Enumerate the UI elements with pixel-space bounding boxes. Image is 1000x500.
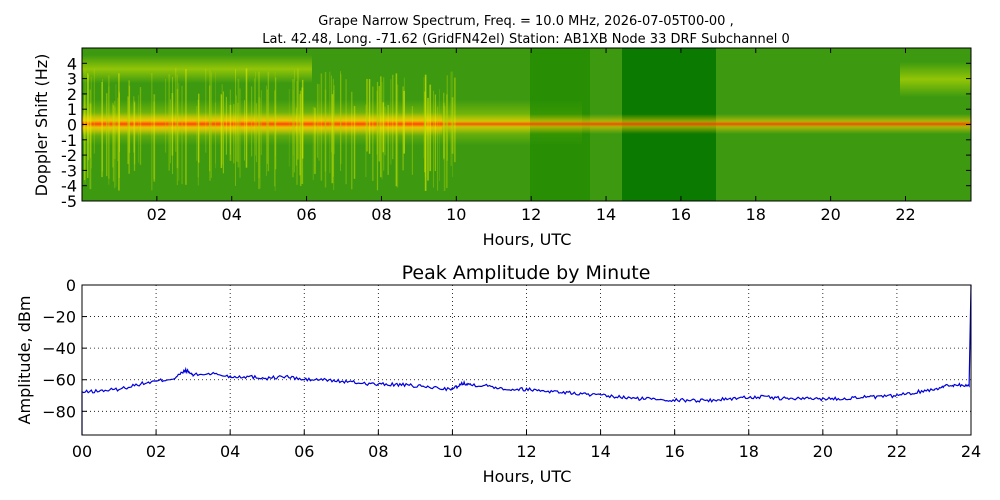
spectrogram-x-ticks: 02 04 06 08 10 12 14 16 18 20 22 xyxy=(147,48,916,224)
y-tick-label: 1 xyxy=(67,100,77,119)
amplitude-x-ticks: 00 02 04 06 08 10 12 14 16 18 20 22 24 xyxy=(72,430,981,461)
y-tick-label: −40 xyxy=(42,339,76,358)
amplitude-grid xyxy=(82,285,971,435)
x-tick-label: 12 xyxy=(521,205,541,224)
y-tick-label: -3 xyxy=(61,161,77,180)
y-tick-label: -2 xyxy=(61,146,77,165)
x-tick-label: 02 xyxy=(147,205,167,224)
y-tick-label: −60 xyxy=(42,371,76,390)
x-tick-label: 08 xyxy=(368,442,388,461)
y-tick-label: −20 xyxy=(42,308,76,327)
y-tick-label: -1 xyxy=(61,131,77,150)
amplitude-x-axis-label: Hours, UTC xyxy=(483,467,572,486)
x-tick-label: 12 xyxy=(516,442,536,461)
x-tick-label: 22 xyxy=(895,205,915,224)
y-tick-label: -5 xyxy=(61,192,77,211)
x-tick-label: 06 xyxy=(294,442,314,461)
y-tick-label: 2 xyxy=(67,85,77,104)
y-tick-label: 3 xyxy=(67,70,77,89)
amplitude-series-line xyxy=(81,284,972,435)
x-tick-label: 14 xyxy=(590,442,610,461)
amplitude-chart-title: Peak Amplitude by Minute xyxy=(402,262,651,284)
spectrogram-panel: Grape Narrow Spectrum, Freq. = 10.0 MHz,… xyxy=(32,14,972,249)
x-tick-label: 00 xyxy=(72,442,92,461)
x-tick-label: 02 xyxy=(146,442,166,461)
amplitude-y-axis-label: Amplitude, dBm xyxy=(15,296,34,425)
spectrogram-x-axis-label: Hours, UTC xyxy=(483,230,572,249)
spectrogram-late-band xyxy=(900,62,971,97)
x-tick-label: 18 xyxy=(739,442,759,461)
x-tick-label: 20 xyxy=(813,442,833,461)
amplitude-y-ticks: 0 −20 −40 −60 −80 xyxy=(42,276,87,421)
spectrogram-plot-area xyxy=(81,47,972,202)
x-tick-label: 18 xyxy=(746,205,766,224)
x-tick-label: 16 xyxy=(664,442,684,461)
x-tick-label: 08 xyxy=(371,205,391,224)
x-tick-label: 16 xyxy=(671,205,691,224)
y-tick-label: 4 xyxy=(67,54,77,73)
spectrogram-title-line-2: Lat. 42.48, Long. -71.62 (GridFN42el) St… xyxy=(262,32,789,47)
x-tick-label: 10 xyxy=(442,442,462,461)
x-tick-label: 22 xyxy=(887,442,907,461)
x-tick-label: 14 xyxy=(596,205,616,224)
x-tick-label: 10 xyxy=(446,205,466,224)
y-tick-label: -4 xyxy=(61,177,77,196)
y-tick-label: 0 xyxy=(67,116,77,135)
spectrogram-y-axis-label: Doppler Shift (Hz) xyxy=(32,54,51,197)
y-tick-label: −80 xyxy=(42,402,76,421)
x-tick-label: 04 xyxy=(222,205,242,224)
x-tick-label: 06 xyxy=(296,205,316,224)
y-tick-label: 0 xyxy=(66,276,76,295)
doppler-center-band-strong xyxy=(82,112,442,136)
spectrogram-title-line-1: Grape Narrow Spectrum, Freq. = 10.0 MHz,… xyxy=(318,14,733,29)
x-tick-label: 20 xyxy=(820,205,840,224)
amplitude-plot-background xyxy=(82,285,971,435)
spectrogram-upper-band xyxy=(82,55,312,83)
amplitude-panel: Peak Amplitude by Minute 00 02 04 06 08 10 12 1… xyxy=(15,262,981,486)
x-tick-label: 24 xyxy=(961,442,981,461)
x-tick-label: 04 xyxy=(220,442,240,461)
spectrogram-streaks xyxy=(84,68,456,191)
